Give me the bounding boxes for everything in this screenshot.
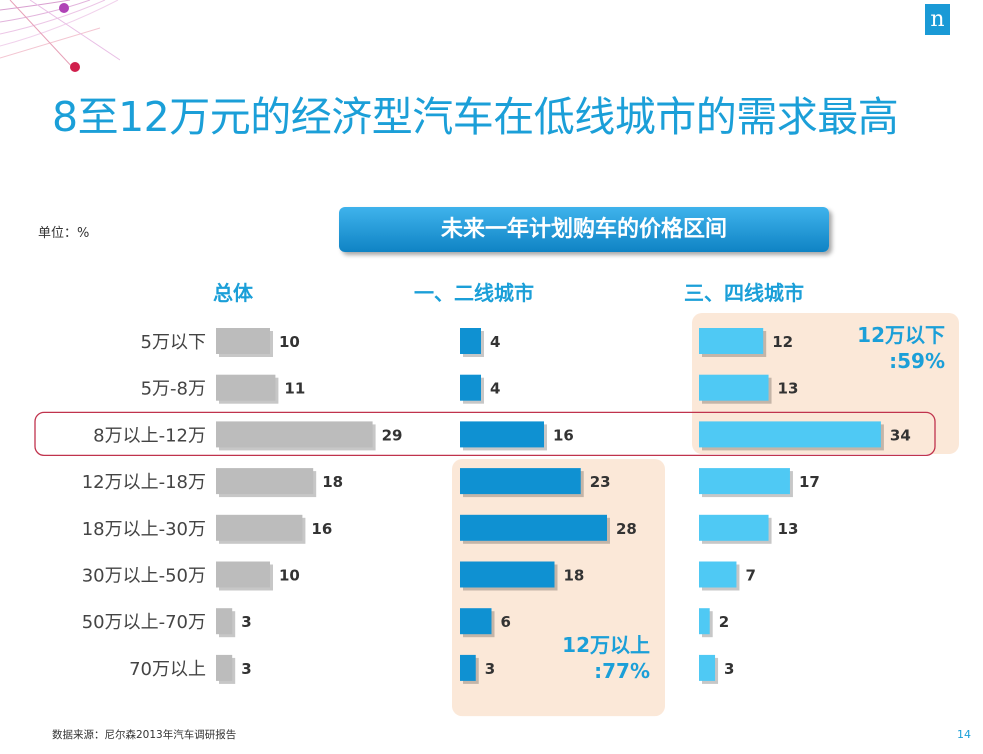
data-label: 7 bbox=[745, 567, 755, 585]
nielsen-logo: n bbox=[925, 4, 950, 35]
data-label: 17 bbox=[799, 473, 820, 491]
bar-tier34 bbox=[699, 374, 769, 401]
series-header-overall: 总体 bbox=[213, 281, 253, 305]
bar-overall bbox=[216, 328, 270, 354]
bar-tier12 bbox=[460, 514, 607, 541]
bar-overall bbox=[216, 608, 233, 635]
data-label: 4 bbox=[490, 380, 500, 398]
annotation-tier12-over12: 12万以上 :77% bbox=[537, 632, 650, 684]
decorative-lines bbox=[0, 0, 120, 72]
bar-overall bbox=[216, 421, 373, 448]
bar-tier12 bbox=[460, 561, 555, 588]
annotation-tier34-under12: 12万以下 :59% bbox=[832, 322, 945, 374]
bar-overall bbox=[216, 654, 233, 681]
chart-banner-title: 未来一年计划购车的价格区间 bbox=[339, 207, 829, 252]
data-label: 13 bbox=[778, 520, 799, 538]
data-label: 6 bbox=[501, 613, 511, 631]
page-title: 8至12万元的经济型汽车在低线城市的需求最高 bbox=[52, 93, 899, 141]
bar-tier12 bbox=[460, 421, 544, 448]
bar-tier12 bbox=[460, 654, 476, 681]
series-header-tier34: 三、四线城市 bbox=[684, 281, 804, 305]
data-source: 数据来源：尼尔森2013年汽车调研报告 bbox=[52, 729, 237, 741]
category-label: 70万以上 bbox=[129, 659, 206, 680]
bar-overall bbox=[216, 514, 303, 541]
bar-overall bbox=[216, 374, 276, 401]
series-header-tier12: 一、二线城市 bbox=[414, 281, 534, 305]
data-label: 18 bbox=[322, 473, 343, 491]
annotation-line: :77% bbox=[594, 659, 650, 683]
category-label: 5万以下 bbox=[141, 332, 206, 353]
category-label: 18万以上-30万 bbox=[82, 519, 206, 540]
data-label: 13 bbox=[778, 380, 799, 398]
bar-tier12 bbox=[460, 328, 481, 354]
bar-tier12 bbox=[460, 608, 492, 635]
bar-tier34 bbox=[699, 654, 716, 681]
data-label: 3 bbox=[241, 613, 251, 631]
data-label: 28 bbox=[616, 520, 637, 538]
data-label: 2 bbox=[719, 613, 729, 631]
data-label: 23 bbox=[590, 473, 611, 491]
data-label: 4 bbox=[490, 333, 500, 351]
bar-tier34 bbox=[699, 421, 881, 448]
data-label: 11 bbox=[284, 380, 305, 398]
red-dot-icon bbox=[70, 62, 80, 72]
highlight-row-outline bbox=[34, 411, 936, 457]
bar-tier12 bbox=[460, 374, 481, 401]
category-label: 12万以上-18万 bbox=[82, 472, 206, 493]
purple-dot-icon bbox=[59, 3, 69, 13]
annotation-line: :59% bbox=[889, 349, 945, 373]
data-label: 12 bbox=[772, 333, 793, 351]
data-label: 3 bbox=[241, 660, 251, 678]
unit-label: 单位：% bbox=[38, 226, 90, 241]
bar-tier34 bbox=[699, 514, 769, 541]
bar-tier34 bbox=[699, 608, 710, 635]
annotation-line: 12万以上 bbox=[562, 633, 650, 657]
data-label: 3 bbox=[485, 660, 495, 678]
bar-tier34 bbox=[699, 561, 737, 588]
data-label: 10 bbox=[279, 333, 300, 351]
bar-overall bbox=[216, 561, 270, 588]
data-label: 16 bbox=[311, 520, 332, 538]
data-label: 16 bbox=[553, 426, 574, 444]
page-number: 14 bbox=[957, 728, 971, 741]
data-label: 34 bbox=[890, 426, 911, 444]
data-label: 3 bbox=[724, 660, 734, 678]
category-label: 8万以上-12万 bbox=[93, 425, 206, 446]
data-label: 18 bbox=[564, 567, 585, 585]
data-label: 10 bbox=[279, 567, 300, 585]
category-label: 5万-8万 bbox=[141, 379, 206, 400]
bar-tier12 bbox=[460, 468, 581, 495]
category-label: 50万以上-70万 bbox=[82, 612, 206, 633]
bar-tier34 bbox=[699, 328, 764, 354]
annotation-line: 12万以下 bbox=[857, 323, 945, 347]
bar-overall bbox=[216, 468, 314, 495]
category-label: 30万以上-50万 bbox=[82, 566, 206, 587]
bar-tier34 bbox=[699, 468, 790, 495]
data-label: 29 bbox=[382, 426, 403, 444]
